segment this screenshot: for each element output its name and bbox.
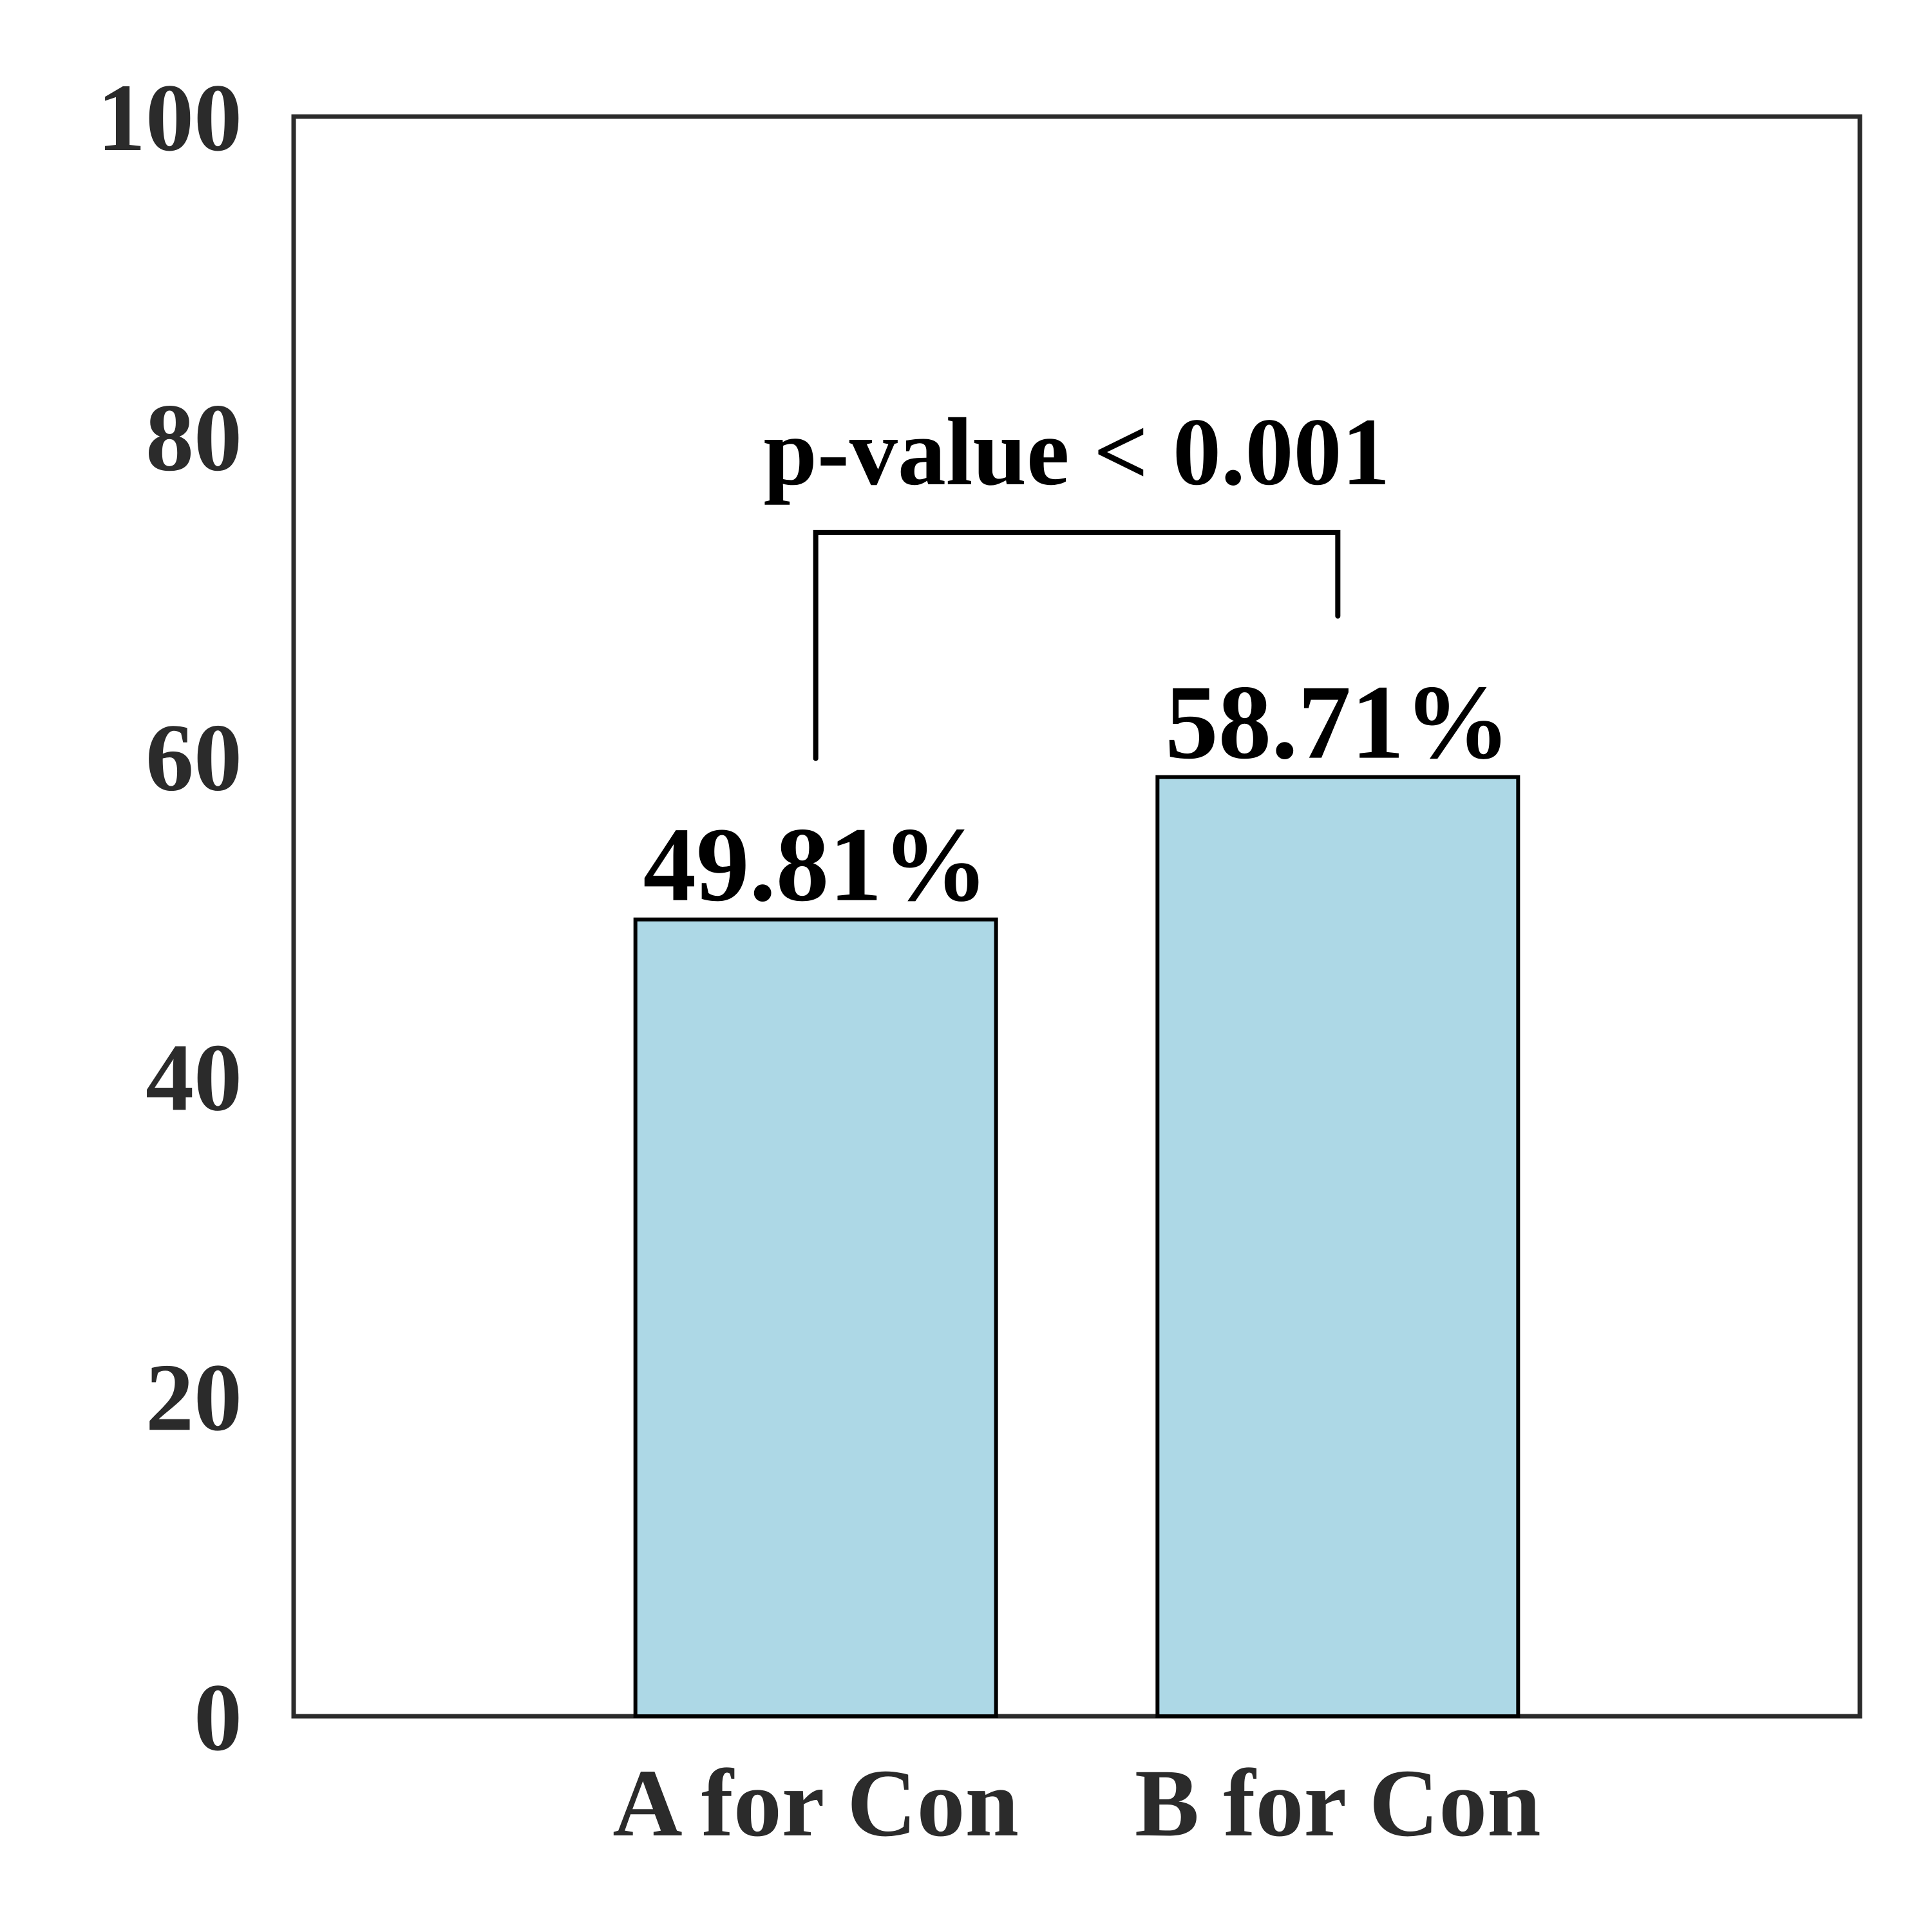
plot-area-frame xyxy=(291,114,1862,1719)
data-labels-layer: 49.81% 58.71% xyxy=(643,663,1511,923)
significance-bracket xyxy=(813,529,1341,761)
x-axis-ticks: A for Con B for Con xyxy=(612,1750,1540,1857)
bars-layer xyxy=(633,775,1520,1718)
y-tick-label: 60 xyxy=(146,705,242,811)
bar-2 xyxy=(1155,775,1520,1718)
data-label-1: 49.81% xyxy=(643,806,989,923)
y-tick-label: 80 xyxy=(146,384,242,491)
bar-1 xyxy=(633,917,998,1718)
data-label-2: 58.71% xyxy=(1165,663,1510,781)
y-tick-label: 0 xyxy=(194,1664,242,1771)
y-tick-label: 100 xyxy=(97,64,242,171)
p-value-label: p-value < 0.001 xyxy=(763,399,1390,506)
y-tick-label: 20 xyxy=(146,1344,242,1451)
y-tick-label: 40 xyxy=(146,1024,242,1131)
y-axis-ticks: 0 20 40 60 80 100 xyxy=(97,64,242,1771)
x-tick-label: A for Con xyxy=(612,1750,1019,1857)
x-tick-label: B for Con xyxy=(1135,1750,1541,1857)
significance-annotation: p-value < 0.001 xyxy=(763,399,1390,761)
